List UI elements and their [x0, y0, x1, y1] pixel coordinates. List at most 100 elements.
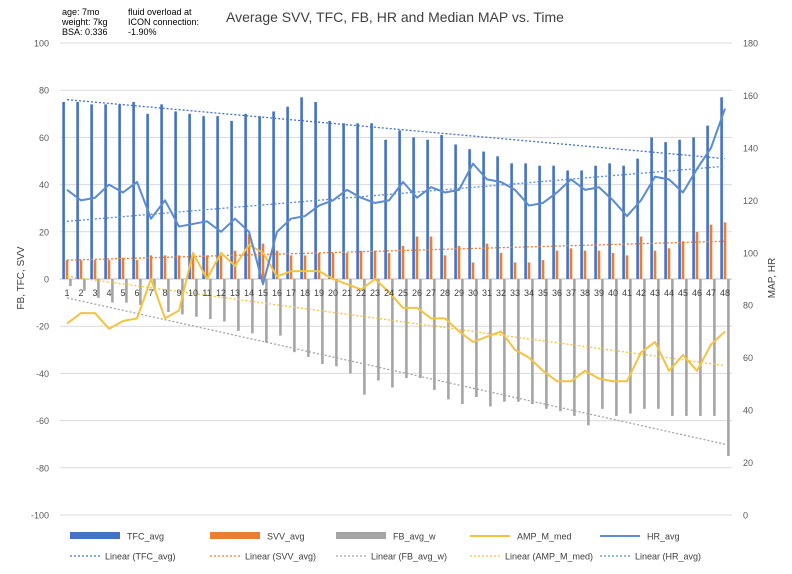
bar-svv-avg	[653, 250, 657, 279]
x-tick-label: 18	[300, 288, 310, 298]
left-y-tick-label: -20	[36, 322, 49, 332]
bar-svv-avg	[695, 231, 699, 279]
left-y-tick-label: -100	[31, 511, 49, 521]
bar-fb-avg-w	[153, 279, 156, 291]
bar-svv-avg	[219, 255, 223, 279]
bar-svv-avg	[611, 253, 615, 279]
bar-fb-avg-w	[615, 279, 618, 416]
right-y-tick-label: 160	[743, 91, 758, 101]
right-y-tick-label: 0	[743, 511, 748, 521]
x-tick-label: 39	[594, 288, 604, 298]
x-tick-labels: 1 2 3 4 5 6 7 8 9 10 11 12 13 14 15 16 17 18 19 20 21 22 23 24 2…	[64, 288, 730, 298]
x-tick-label: 20	[328, 288, 338, 298]
bar-tfc-avg	[342, 123, 345, 280]
x-tick-label: 33	[510, 288, 520, 298]
left-y-tick-label: 100	[34, 39, 49, 49]
x-tick-label: 38	[580, 288, 590, 298]
right-y-tick-label: 20	[743, 458, 753, 468]
left-y-tick-label: 60	[39, 133, 49, 143]
bar-svv-avg	[275, 250, 279, 279]
x-tick-label: 37	[566, 288, 576, 298]
bar-fb-avg-w	[279, 279, 282, 336]
right-y-tick-label: 140	[743, 143, 758, 153]
bar-tfc-avg	[216, 116, 219, 279]
x-tick-label: 43	[650, 288, 660, 298]
bar-fb-avg-w	[349, 279, 352, 374]
left-y-tick-label: 80	[39, 86, 49, 96]
bar-tfc-avg	[286, 106, 289, 279]
x-tick-label: 28	[440, 288, 450, 298]
bar-svv-avg	[163, 255, 167, 279]
bar-tfc-avg	[454, 144, 457, 279]
bar-tfc-avg	[258, 116, 261, 279]
bar-fb-avg-w	[531, 279, 534, 405]
left-y-tick-label: -40	[36, 369, 49, 379]
x-tick-label: 8	[162, 288, 167, 298]
bar-tfc-avg	[132, 102, 135, 279]
line-series	[66, 108, 726, 383]
bar-fb-avg-w	[629, 279, 632, 414]
x-tick-label: 14	[244, 288, 254, 298]
bar-svv-avg	[625, 255, 629, 279]
x-tick-label: 42	[636, 288, 646, 298]
left-y-tick-label: 20	[39, 227, 49, 237]
x-tick-label: 22	[356, 288, 366, 298]
bar-svv-avg	[135, 260, 139, 279]
bar-fb-avg-w	[643, 279, 646, 409]
bar-fb-avg-w	[377, 279, 380, 381]
bar-fb-avg-w	[461, 279, 464, 405]
bar-svv-avg	[541, 260, 545, 279]
bar-fb-avg-w	[559, 279, 562, 412]
bar-fb-avg-w	[573, 279, 576, 416]
bar-svv-avg	[345, 253, 349, 279]
line-amp-m-med	[66, 243, 726, 383]
bar-tfc-avg	[580, 170, 583, 279]
bar-tfc-avg	[76, 102, 79, 279]
x-tick-label: 17	[286, 288, 296, 298]
bar-tfc-avg	[230, 120, 233, 279]
line-hr-avg	[66, 108, 726, 286]
bar-svv-avg	[93, 260, 97, 279]
x-tick-label: 36	[552, 288, 562, 298]
bar-fb-avg-w	[489, 279, 492, 407]
x-tick-label: 32	[496, 288, 506, 298]
bar-fb-avg-w	[699, 279, 702, 416]
bar-tfc-avg	[566, 170, 569, 279]
left-y-tick-label: 40	[39, 180, 49, 190]
bar-fb-avg-w	[237, 279, 240, 331]
legend-swatch	[336, 532, 386, 539]
info-fluid-line2: ICON connection:	[128, 17, 200, 27]
bar-tfc-avg	[384, 139, 387, 279]
bar-svv-avg	[639, 236, 643, 279]
bar-fb-avg-w	[83, 279, 86, 291]
trendline-linear-amp-m-med-	[66, 275, 726, 367]
bar-tfc-avg	[678, 139, 681, 279]
x-tick-label: 15	[258, 288, 268, 298]
bar-fb-avg-w	[265, 279, 268, 343]
x-tick-label: 29	[454, 288, 464, 298]
bar-svv-avg	[723, 222, 727, 279]
bar-fb-avg-w	[391, 279, 394, 388]
trendline-linear-svv-avg-	[66, 240, 726, 261]
bar-tfc-avg	[300, 97, 303, 279]
right-y-tick-label: 60	[743, 353, 753, 363]
bar-fb-avg-w	[405, 279, 408, 379]
bar-fb-avg-w	[447, 279, 450, 400]
bar-svv-avg	[107, 260, 111, 279]
legend-label: Linear (HR_avg)	[635, 552, 701, 562]
right-y-tick-label: 40	[743, 406, 753, 416]
right-y-tick-label: 80	[743, 301, 753, 311]
bar-fb-avg-w	[475, 279, 478, 397]
info-fluid-line1: fluid overload at	[128, 7, 192, 17]
x-tick-label: 25	[398, 288, 408, 298]
bar-fb-avg-w	[657, 279, 660, 409]
bar-tfc-avg	[314, 102, 317, 279]
bar-svv-avg	[373, 250, 377, 279]
bar-fb-avg-w	[587, 279, 590, 426]
legend-label: Linear (SVV_avg)	[245, 552, 316, 562]
bar-svv-avg	[443, 255, 447, 279]
gridlines	[60, 42, 732, 516]
bar-svv-avg	[569, 248, 573, 279]
bar-tfc-avg	[720, 97, 723, 279]
